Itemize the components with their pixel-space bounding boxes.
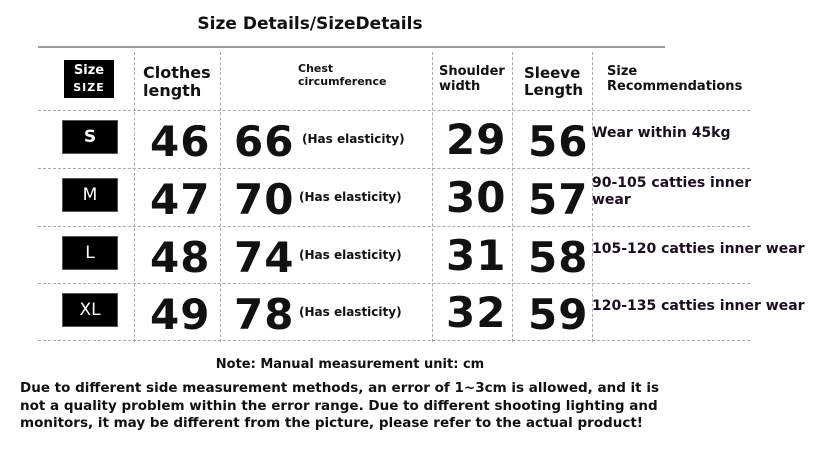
chest-value: 66 [234, 117, 295, 166]
clothes-length-value: 47 [150, 175, 211, 224]
sleeve-length-value: 59 [528, 290, 589, 339]
divider [592, 52, 593, 342]
size-badge: L [62, 236, 118, 270]
sleeve-length-value: 58 [528, 233, 589, 282]
header-sleeve: Sleeve Length [524, 64, 583, 100]
elasticity-note: (Has elasticity) [302, 132, 405, 146]
elasticity-note: (Has elasticity) [299, 248, 402, 262]
size-badge: XL [62, 293, 118, 327]
measurement-note: Note: Manual measurement unit: cm [215, 357, 485, 372]
shoulder-width-value: 30 [446, 173, 507, 222]
shoulder-width-value: 29 [446, 115, 507, 164]
clothes-length-value: 48 [150, 233, 211, 282]
clothes-length-value: 49 [150, 290, 211, 339]
divider [134, 52, 135, 342]
size-badge: M [62, 178, 118, 212]
sleeve-length-value: 56 [528, 117, 589, 166]
shoulder-width-value: 31 [446, 231, 507, 280]
header-size-caps: SIZE [73, 81, 105, 94]
divider [38, 168, 750, 169]
divider [38, 110, 750, 111]
shoulder-width-value: 32 [446, 288, 507, 337]
size-recommendation: 90-105 catties inner wear [592, 175, 752, 208]
elasticity-note: (Has elasticity) [299, 305, 402, 319]
divider [512, 52, 513, 342]
page-title: Size Details/SizeDetails [197, 14, 423, 34]
size-recommendation: 105-120 catties inner wear [592, 241, 805, 257]
header-chest: Chest circumference [298, 62, 387, 88]
header-recommend: Size Recommendations [607, 64, 743, 94]
header-shoulder: Shoulder width [439, 64, 505, 94]
divider [220, 52, 221, 342]
header-size-label: Size [73, 63, 105, 78]
title-underline [38, 46, 665, 48]
sleeve-length-value: 57 [528, 175, 589, 224]
clothes-length-value: 46 [150, 117, 211, 166]
chest-value: 70 [234, 175, 295, 224]
size-badge: S [62, 120, 118, 154]
divider [432, 52, 433, 342]
chest-value: 74 [234, 233, 295, 282]
size-recommendation: 120-135 catties inner wear [592, 298, 805, 314]
disclaimer-text: Due to different side measurement method… [20, 380, 660, 432]
divider [38, 340, 750, 341]
divider [38, 226, 750, 227]
header-size: Size SIZE [64, 60, 114, 98]
chest-value: 78 [234, 290, 295, 339]
header-length: Clothes length [143, 63, 211, 101]
size-recommendation: Wear within 45kg [592, 125, 731, 141]
divider [38, 283, 750, 284]
elasticity-note: (Has elasticity) [299, 190, 402, 204]
